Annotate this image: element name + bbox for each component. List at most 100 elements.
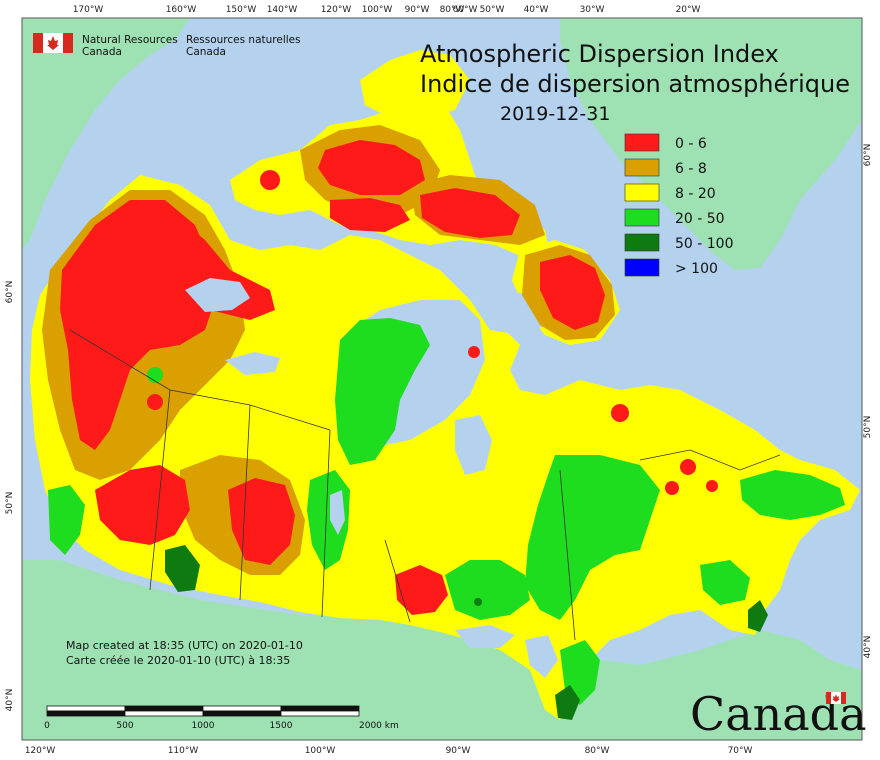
alaska-land bbox=[22, 18, 190, 250]
legend-label-3: 20 - 50 bbox=[675, 211, 725, 227]
legend-label-4: 50 - 100 bbox=[675, 236, 734, 252]
graticule-bottom-4: 80°W bbox=[585, 746, 610, 756]
zone-50-100-ns bbox=[748, 600, 768, 632]
legend-label-0: 0 - 6 bbox=[675, 136, 707, 152]
graticule-bottom-0: 120°W bbox=[25, 746, 56, 756]
graticule-top-3: 140°W bbox=[267, 5, 298, 15]
title-en: Atmospheric Dispersion Index bbox=[420, 40, 779, 68]
graticule-right-1: 50°N bbox=[863, 416, 873, 439]
zone-0-6-spot-2 bbox=[147, 394, 163, 410]
zone-0-6-spot-7 bbox=[468, 346, 480, 358]
graticule-right-0: 60°N bbox=[863, 144, 873, 167]
credit-line2: Carte créée le 2020-01-10 (UTC) à 18:35 bbox=[66, 654, 290, 667]
zone-20-50-ontario bbox=[445, 560, 530, 620]
agency-fr-line1: Ressources naturelles bbox=[186, 34, 301, 46]
greenland-land bbox=[560, 18, 862, 270]
usa-land bbox=[22, 560, 862, 740]
scale-seg-2 bbox=[124, 705, 204, 712]
zone-0-6-spot-3 bbox=[611, 404, 629, 422]
scale-seg-1 bbox=[46, 705, 126, 712]
lake-winnipeg bbox=[330, 490, 345, 535]
scale-seg-3 bbox=[202, 705, 282, 712]
title-fr: Indice de dispersion atmosphérique bbox=[420, 70, 850, 98]
title-date: 2019-12-31 bbox=[500, 103, 610, 125]
scale-tick-500: 500 bbox=[116, 721, 133, 731]
zone-0-6-alberta bbox=[95, 465, 190, 545]
agency-en-line1: Natural Resources bbox=[82, 34, 178, 46]
graticule-top-8: 60°W bbox=[453, 5, 478, 15]
graticule-top-0: 170°W bbox=[73, 5, 104, 15]
graticule-right-2: 40°N bbox=[863, 636, 873, 659]
graticule-top-4: 120°W bbox=[321, 5, 352, 15]
graticule-top-11: 30°W bbox=[580, 5, 605, 15]
graticule-bottom-labels: 120°W 110°W 100°W 90°W 80°W 70°W bbox=[25, 746, 753, 756]
scale-seg-2b bbox=[124, 710, 204, 717]
graticule-top-12: 20°W bbox=[676, 5, 701, 15]
zone-20-50-nb bbox=[700, 560, 750, 605]
legend-swatch-4 bbox=[624, 233, 660, 252]
zone-20-50-sw bbox=[48, 485, 85, 555]
zone-0-6-spot-1 bbox=[260, 170, 280, 190]
credit-line1: Map created at 18:35 (UTC) on 2020-01-10 bbox=[66, 639, 303, 652]
zone-20-50-maritimes bbox=[740, 470, 845, 520]
graticule-top-labels: 170°W 160°W 150°W 140°W 120°W 100°W 90°W 80°W60… bbox=[73, 5, 701, 15]
flag-right-bar bbox=[63, 33, 73, 53]
scale-seg-4 bbox=[280, 705, 360, 712]
agency-en-line2: Canada bbox=[82, 46, 122, 58]
zone-0-6-north-islands bbox=[330, 198, 410, 232]
scale-tick-1000: 1000 bbox=[192, 721, 215, 731]
zone-50-100-spot-1 bbox=[474, 598, 482, 606]
scale-seg-4b bbox=[280, 710, 360, 717]
graticule-top-1: 160°W bbox=[166, 5, 197, 15]
graticule-left-2: 40°N bbox=[5, 689, 15, 712]
zone-0-6-ontario bbox=[395, 565, 448, 615]
graticule-left-labels: 60°N 50°N 40°N bbox=[5, 281, 15, 712]
legend: 0 - 6 6 - 8 8 - 20 20 - 50 50 - 100 > 100 bbox=[624, 133, 734, 277]
flag-left-bar bbox=[33, 33, 43, 53]
legend-swatch-0 bbox=[624, 133, 660, 152]
zone-0-6-spot-5 bbox=[665, 481, 679, 495]
graticule-top-10: 40°W bbox=[524, 5, 549, 15]
graticule-bottom-3: 90°W bbox=[446, 746, 471, 756]
zone-20-50-quebec bbox=[525, 455, 660, 620]
scale-tick-2000: 2000 km bbox=[359, 721, 399, 731]
legend-swatch-3 bbox=[624, 208, 660, 227]
scale-seg-1b bbox=[46, 710, 126, 717]
lake-huron bbox=[525, 635, 558, 678]
legend-label-5: > 100 bbox=[675, 261, 718, 277]
province-borders bbox=[69, 329, 781, 641]
zone-50-100-bc bbox=[165, 545, 200, 592]
map-frame bbox=[21, 17, 863, 741]
scale-bar: 0 500 1000 1500 2000 km bbox=[44, 705, 399, 731]
lake-superior bbox=[455, 625, 515, 648]
legend-label-1: 6 - 8 bbox=[675, 161, 707, 177]
legend-swatch-2 bbox=[624, 183, 660, 202]
graticule-top-9: 50°W bbox=[480, 5, 505, 15]
zone-0-6-devon bbox=[318, 140, 425, 195]
wordmark-maple-leaf-icon bbox=[832, 694, 840, 702]
maple-leaf-icon bbox=[47, 36, 59, 50]
james-bay bbox=[455, 415, 492, 475]
zone-50-100-se-ontario bbox=[555, 685, 580, 720]
agency-fr-line2: Canada bbox=[186, 46, 226, 58]
graticule-bottom-2: 100°W bbox=[305, 746, 336, 756]
zone-0-6-spot-4 bbox=[680, 459, 696, 475]
graticule-left-0: 60°N bbox=[5, 281, 15, 304]
graticule-right-labels: 60°N 50°N 40°N bbox=[863, 144, 873, 659]
zone-0-6-baffin bbox=[540, 255, 605, 330]
wordmark-flag-left bbox=[826, 692, 831, 704]
scale-tick-1500: 1500 bbox=[270, 721, 293, 731]
legend-label-2: 8 - 20 bbox=[675, 186, 716, 202]
zone-0-6-spot-6 bbox=[706, 480, 718, 492]
graticule-top-5: 100°W bbox=[362, 5, 393, 15]
graticule-bottom-1: 110°W bbox=[168, 746, 199, 756]
graticule-left-1: 50°N bbox=[5, 492, 15, 515]
scale-tick-0: 0 bbox=[44, 721, 50, 731]
great-slave-lake bbox=[225, 352, 280, 375]
graticule-top-6: 90°W bbox=[405, 5, 430, 15]
graticule-top-2: 150°W bbox=[226, 5, 257, 15]
agency-signature: Natural Resources Canada Ressources natu… bbox=[33, 33, 301, 58]
zone-20-50-kivalliq bbox=[335, 318, 430, 465]
legend-swatch-5 bbox=[624, 258, 660, 277]
graticule-bottom-5: 70°W bbox=[728, 746, 753, 756]
